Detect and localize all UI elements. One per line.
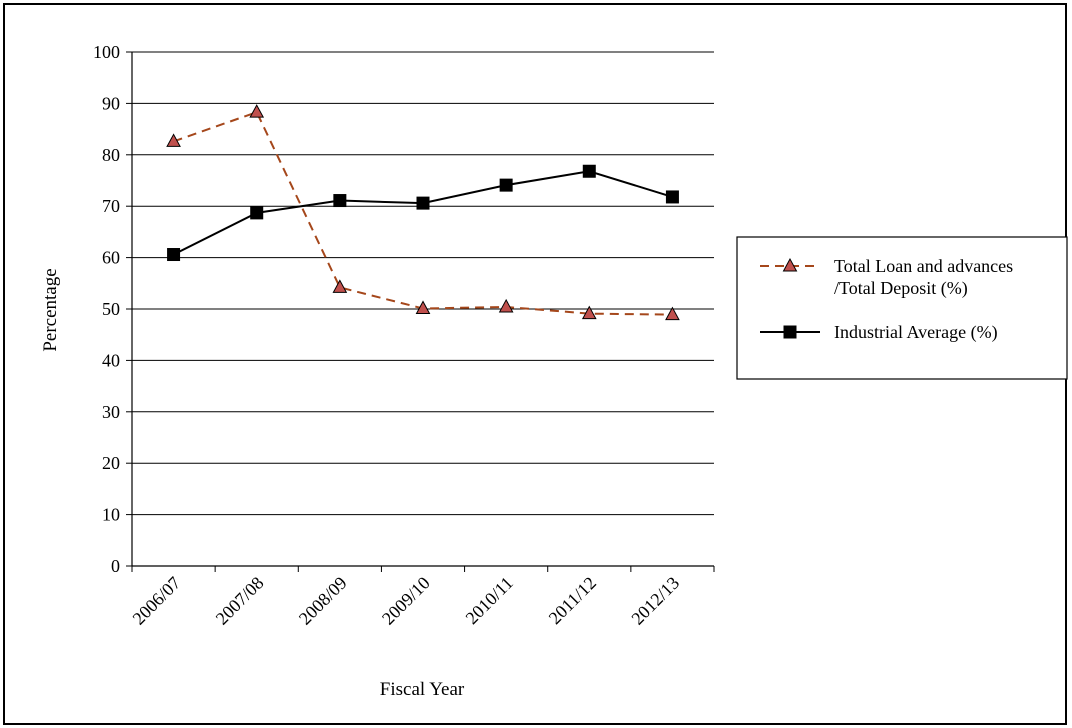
x-tick-label: 2008/09 (295, 573, 351, 629)
series-line (173, 170, 673, 256)
x-tick-label: 2011/12 (545, 573, 600, 628)
data-point-triangle (665, 306, 680, 321)
data-point-triangle (166, 133, 181, 147)
series-line (173, 110, 673, 316)
legend-box (736, 236, 1068, 380)
y-tick-label: 50 (102, 299, 120, 319)
legend-label-1: Total Loan and advances/Total Deposit (%… (834, 256, 1013, 299)
data-point-square (167, 248, 181, 262)
y-tick-label: 70 (102, 196, 120, 216)
x-tick-label: 2007/08 (212, 573, 268, 629)
data-point-square (333, 194, 347, 208)
data-point-triangle (415, 300, 431, 314)
data-point-triangle (498, 298, 514, 313)
data-point-triangle (249, 104, 265, 118)
y-tick-label: 100 (93, 42, 120, 62)
data-point-triangle (332, 279, 348, 293)
x-tick-labels: 2006/07 2007/08 2008/09 2009/10 2010/11 2011/… (129, 573, 684, 629)
y-tick-label: 80 (102, 145, 120, 165)
y-tick-label: 10 (102, 505, 120, 525)
x-tick-label: 2006/07 (129, 573, 185, 629)
x-tick-label: 2010/11 (462, 573, 517, 628)
data-point-square (783, 325, 797, 339)
x-tick-label: 2012/13 (627, 573, 683, 629)
y-tick-labels: 0 10 20 30 40 50 60 70 80 90 100 (93, 42, 120, 576)
series-1 (166, 104, 680, 321)
legend-label-line: Industrial Average (%) (834, 322, 998, 343)
x-tick-label: 2009/10 (378, 573, 434, 629)
data-point-square (416, 196, 430, 210)
legend-label-line: /Total Deposit (%) (834, 278, 968, 299)
data-point-triangle (782, 257, 798, 272)
y-tick-label: 60 (102, 248, 120, 268)
y-tick-label: 0 (111, 556, 120, 576)
gridlines (132, 51, 714, 516)
y-tick-label: 40 (102, 350, 120, 370)
series-2 (167, 164, 679, 262)
y-tick-label: 20 (102, 453, 120, 473)
legend-label-2: Industrial Average (%) (834, 322, 998, 343)
legend: Total Loan and advances/Total Deposit (%… (736, 236, 1068, 380)
data-point-square (582, 164, 596, 178)
data-point-triangle (581, 305, 597, 320)
data-point-square (250, 206, 264, 220)
legend-label-line: Total Loan and advances (834, 256, 1013, 276)
y-tick-label: 30 (102, 402, 120, 422)
y-axis-title: Percentage (40, 268, 61, 351)
x-axis-title: Fiscal Year (380, 679, 465, 700)
data-point-square (499, 178, 513, 192)
data-point-square (665, 190, 679, 204)
axes (126, 51, 715, 572)
y-tick-label: 90 (102, 93, 120, 113)
series-layer (166, 104, 680, 321)
